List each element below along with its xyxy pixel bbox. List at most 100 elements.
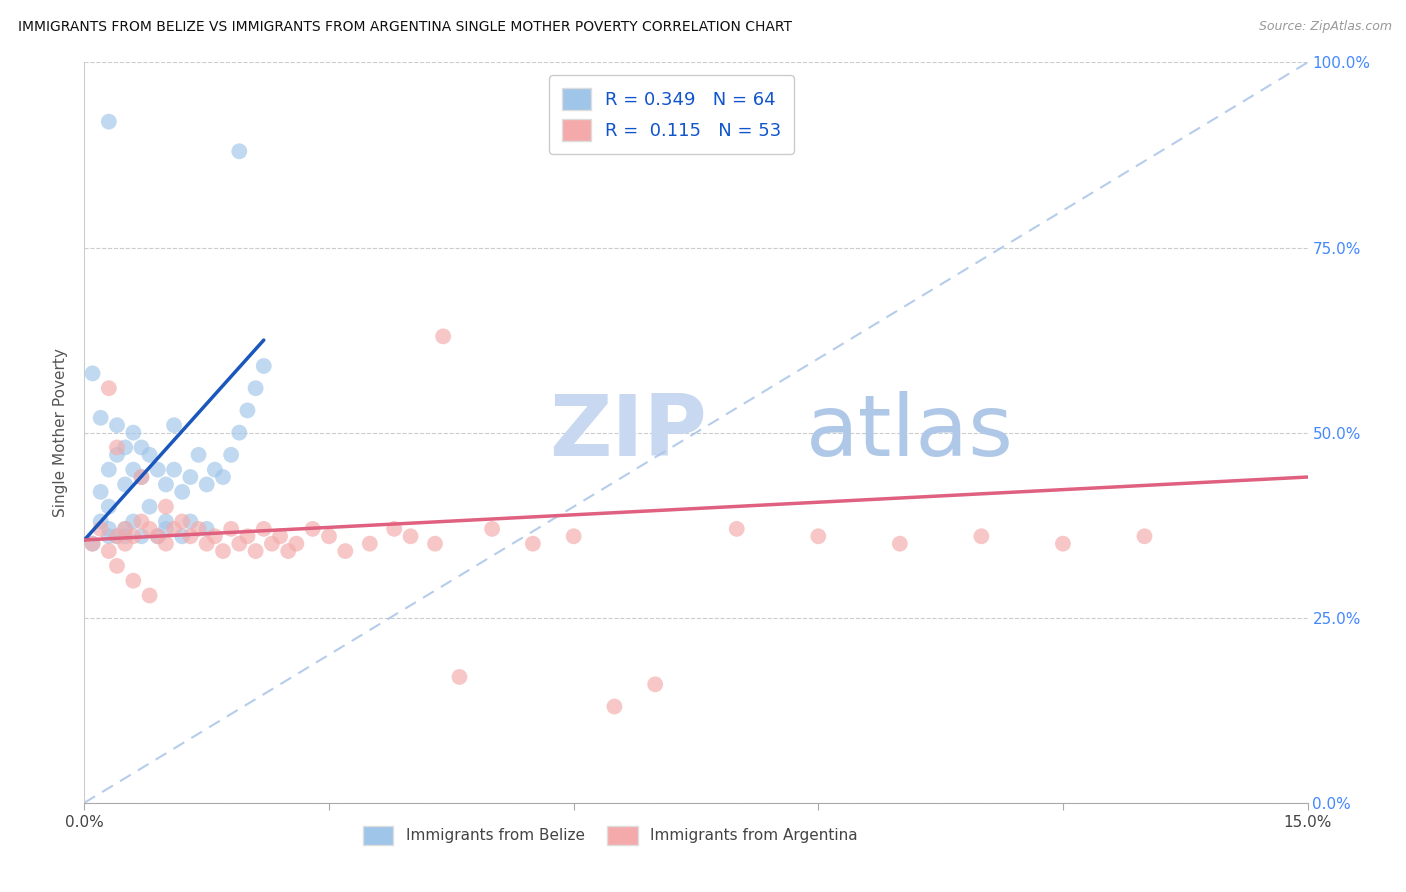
Point	[228, 145, 250, 159]
Point	[807, 529, 830, 543]
Point	[114, 522, 136, 536]
Point	[172, 515, 194, 529]
Point	[131, 470, 153, 484]
Point	[138, 448, 160, 462]
Text: ZIP: ZIP	[550, 391, 707, 475]
Point	[725, 522, 748, 536]
Text: IMMIGRANTS FROM BELIZE VS IMMIGRANTS FROM ARGENTINA SINGLE MOTHER POVERTY CORREL: IMMIGRANTS FROM BELIZE VS IMMIGRANTS FRO…	[18, 20, 792, 34]
Point	[432, 329, 454, 343]
Point	[1133, 529, 1156, 543]
Point	[382, 522, 405, 536]
Point	[131, 441, 153, 455]
Point	[228, 536, 250, 550]
Point	[212, 544, 235, 558]
Point	[155, 500, 177, 514]
Point	[318, 529, 340, 543]
Point	[97, 114, 120, 128]
Point	[253, 359, 276, 373]
Point	[603, 699, 626, 714]
Point	[122, 529, 145, 543]
Point	[644, 677, 666, 691]
Point	[105, 529, 128, 543]
Point	[105, 558, 128, 573]
Point	[260, 536, 283, 550]
Point	[423, 536, 446, 550]
Point	[204, 462, 226, 476]
Text: Source: ZipAtlas.com: Source: ZipAtlas.com	[1258, 20, 1392, 33]
Point	[236, 403, 259, 417]
Point	[245, 544, 267, 558]
Point	[90, 484, 112, 499]
Point	[228, 425, 250, 440]
Text: atlas: atlas	[806, 391, 1014, 475]
Point	[138, 500, 160, 514]
Point	[163, 462, 186, 476]
Point	[236, 529, 259, 543]
Point	[146, 529, 169, 543]
Legend: Immigrants from Belize, Immigrants from Argentina: Immigrants from Belize, Immigrants from …	[357, 820, 865, 851]
Point	[97, 529, 120, 543]
Point	[105, 448, 128, 462]
Point	[179, 529, 201, 543]
Point	[277, 544, 299, 558]
Point	[204, 529, 226, 543]
Point	[90, 410, 112, 425]
Point	[889, 536, 911, 550]
Point	[97, 381, 120, 395]
Point	[155, 536, 177, 550]
Point	[138, 589, 160, 603]
Point	[105, 441, 128, 455]
Point	[114, 536, 136, 550]
Point	[122, 515, 145, 529]
Point	[114, 529, 136, 543]
Point	[522, 536, 544, 550]
Point	[114, 522, 136, 536]
Point	[155, 515, 177, 529]
Point	[97, 544, 120, 558]
Point	[335, 544, 357, 558]
Point	[131, 515, 153, 529]
Point	[219, 522, 242, 536]
Y-axis label: Single Mother Poverty: Single Mother Poverty	[53, 348, 69, 517]
Point	[179, 515, 201, 529]
Point	[172, 529, 194, 543]
Point	[97, 500, 120, 514]
Point	[131, 470, 153, 484]
Point	[187, 448, 209, 462]
Point	[105, 529, 128, 543]
Point	[82, 536, 104, 550]
Point	[97, 522, 120, 536]
Point	[195, 522, 218, 536]
Point	[399, 529, 422, 543]
Point	[82, 536, 104, 550]
Point	[481, 522, 503, 536]
Point	[253, 522, 276, 536]
Point	[179, 470, 201, 484]
Point	[90, 515, 112, 529]
Point	[122, 462, 145, 476]
Point	[97, 462, 120, 476]
Point	[155, 522, 177, 536]
Point	[155, 477, 177, 491]
Point	[122, 425, 145, 440]
Point	[146, 462, 169, 476]
Point	[212, 470, 235, 484]
Point	[195, 536, 218, 550]
Point	[219, 448, 242, 462]
Point	[245, 381, 267, 395]
Point	[122, 574, 145, 588]
Point	[187, 522, 209, 536]
Point	[90, 522, 112, 536]
Point	[1052, 536, 1074, 550]
Point	[114, 441, 136, 455]
Point	[449, 670, 471, 684]
Point	[163, 418, 186, 433]
Point	[285, 536, 308, 550]
Point	[269, 529, 291, 543]
Point	[146, 529, 169, 543]
Point	[301, 522, 323, 536]
Point	[970, 529, 993, 543]
Point	[131, 529, 153, 543]
Point	[82, 367, 104, 381]
Point	[562, 529, 585, 543]
